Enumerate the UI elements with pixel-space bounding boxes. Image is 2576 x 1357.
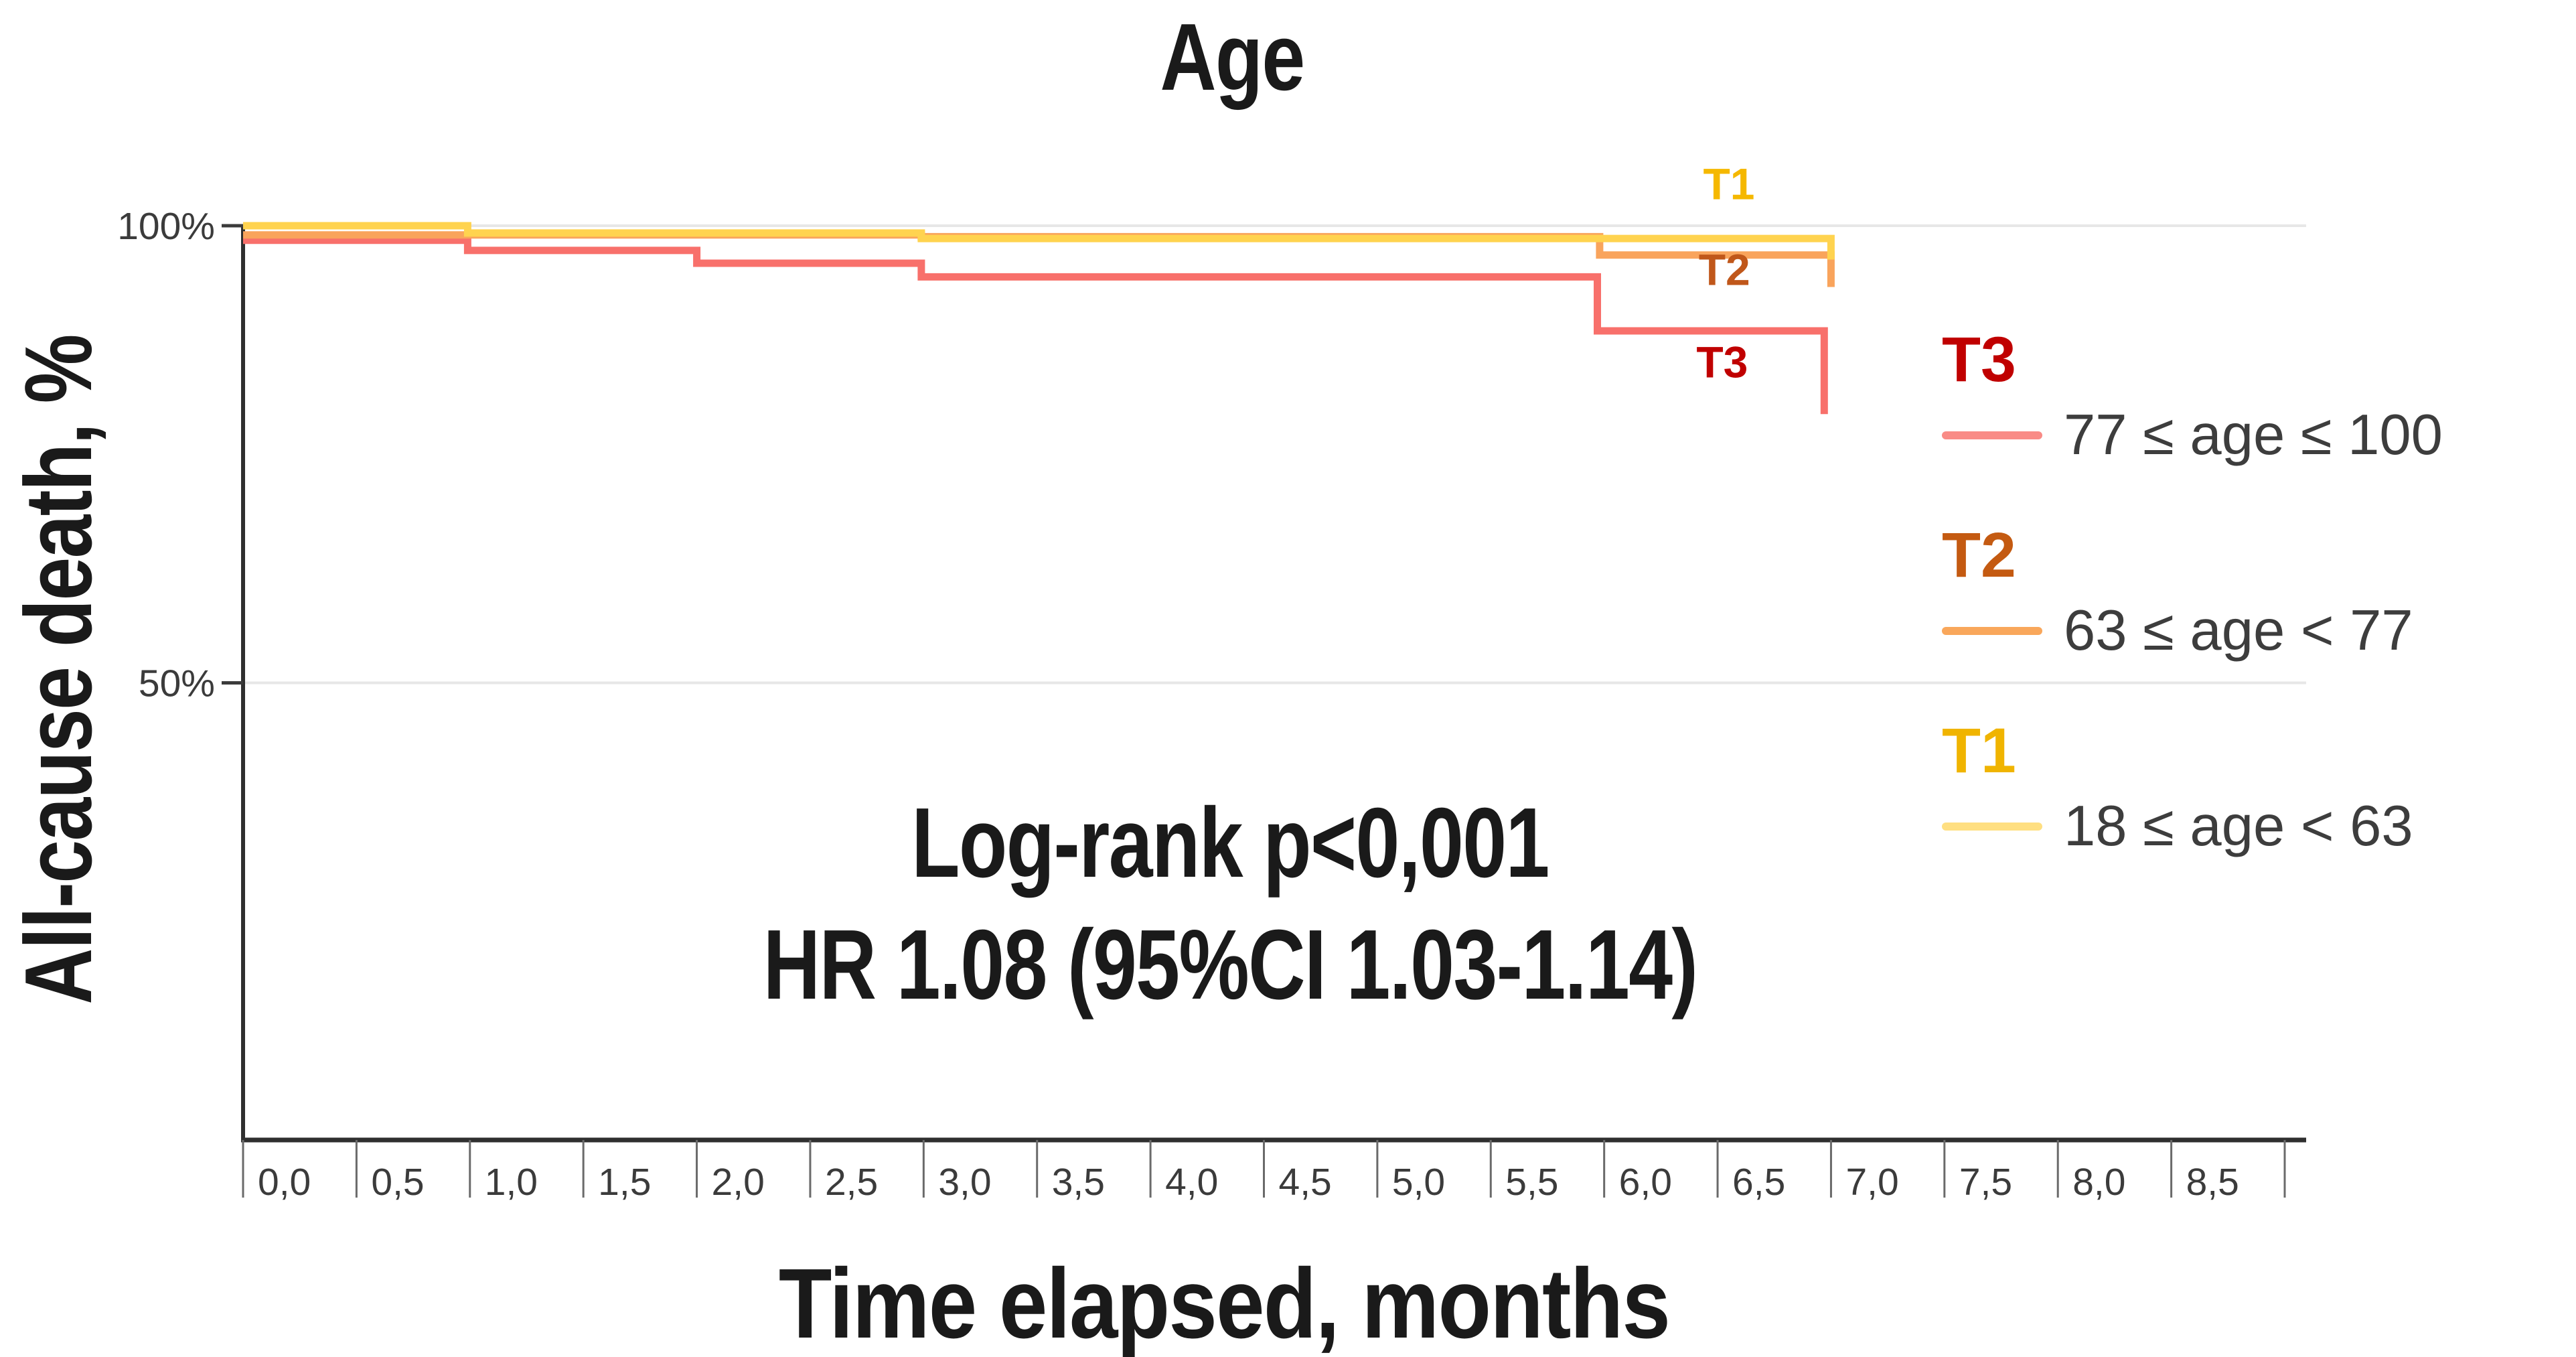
legend-swatch-t1-line <box>1942 823 2042 831</box>
x-tick-label: 4,5 <box>1279 1161 1332 1204</box>
x-tick-label: 6,0 <box>1619 1161 1672 1204</box>
y-tick-label: 100% <box>117 205 215 248</box>
x-tick-label: 3,5 <box>1052 1161 1105 1204</box>
survival-curve-T1 <box>243 222 1835 260</box>
y-tick-label: 50% <box>139 662 215 705</box>
x-tick-label: 3,0 <box>938 1161 991 1204</box>
x-tick-label: 1,5 <box>598 1161 651 1204</box>
x-tick-label: 8,5 <box>2186 1161 2239 1204</box>
legend-entry-t2: T2 63 ≤ age < 77 <box>1942 522 2576 664</box>
hazard-ratio-text: HR 1.08 (95%CI 1.03-1.14) <box>763 910 1698 1020</box>
x-tick-label: 0,0 <box>258 1161 311 1204</box>
x-tick-label: 5,0 <box>1392 1161 1445 1204</box>
x-tick-label: 8,0 <box>2072 1161 2125 1204</box>
x-tick-label: 7,5 <box>1959 1161 2012 1204</box>
logrank-text: Log-rank p<0,001 <box>911 788 1549 898</box>
stats-annotation: Log-rank p<0,001 HR 1.08 (95%CI 1.03-1.1… <box>763 782 1698 1026</box>
legend-entry-t3: T3 77 ≤ age ≤ 100 <box>1942 327 2576 469</box>
x-axis-title: Time elapsed, months <box>778 1248 1671 1357</box>
legend-entry-t1: T1 18 ≤ age < 63 <box>1942 718 2576 860</box>
legend-swatch-t2-line <box>1942 627 2042 635</box>
x-tick-label: 2,0 <box>712 1161 765 1204</box>
legend-label-t2: T2 <box>1942 520 2016 591</box>
curve-label-T1: T1 <box>1703 159 1754 208</box>
legend-range-t3: 77 ≤ age ≤ 100 <box>2064 403 2443 467</box>
legend-label-t1: T1 <box>1942 715 2016 786</box>
x-tick-label: 5,5 <box>1505 1161 1558 1204</box>
x-tick-label: 2,5 <box>825 1161 878 1204</box>
legend-range-t1: 18 ≤ age < 63 <box>2064 794 2413 858</box>
legend-label-t3: T3 <box>1942 324 2016 395</box>
curve-label-T2: T2 <box>1699 245 1750 295</box>
legend-swatch-t3-line <box>1942 431 2042 439</box>
legend-range-t2: 63 ≤ age < 77 <box>2064 599 2413 662</box>
x-tick-label: 0,5 <box>371 1161 424 1204</box>
x-tick-label: 4,0 <box>1165 1161 1218 1204</box>
survival-curve-T3 <box>243 236 1828 415</box>
x-tick-label: 6,5 <box>1732 1161 1785 1204</box>
x-tick-label: 7,0 <box>1845 1161 1898 1204</box>
x-tick-label: 1,0 <box>485 1161 538 1204</box>
chart-title: Age <box>1160 4 1305 111</box>
curve-label-T3: T3 <box>1696 338 1748 387</box>
